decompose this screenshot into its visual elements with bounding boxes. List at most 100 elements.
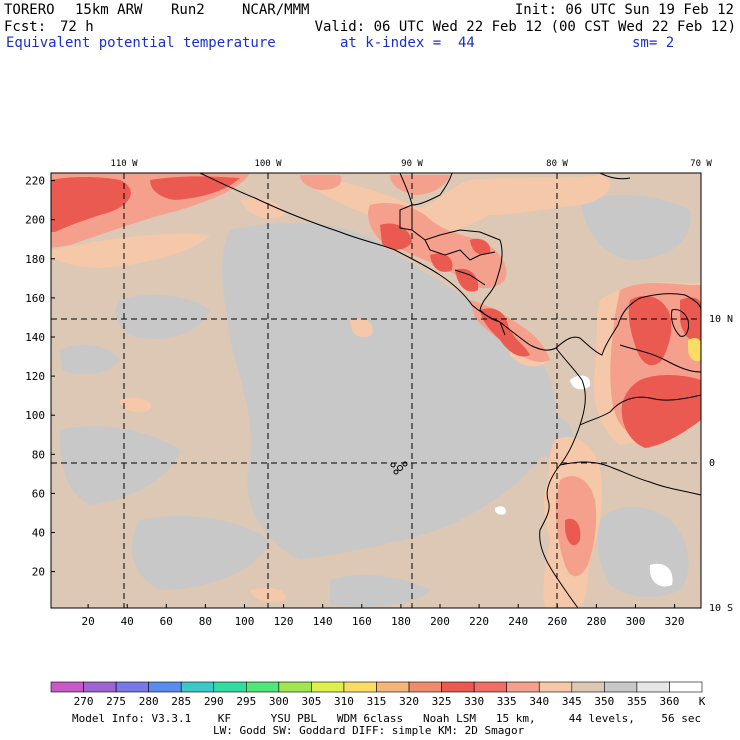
smoothing-info: sm= 2: [632, 35, 675, 51]
colorbar-swatch: [311, 681, 345, 693]
level-info: at k-index = 44: [340, 35, 475, 51]
y-index-label: 100: [25, 409, 45, 422]
x-index-label: 120: [274, 615, 294, 628]
x-index-labels: 20 40 60 80 100 120 140 160 180 200 220 240 260 280 30…: [81, 615, 684, 628]
x-index-label: 300: [626, 615, 646, 628]
field-325-335: [51, 176, 701, 546]
colorbar-swatch: [538, 681, 573, 693]
x-index-label: 260: [547, 615, 567, 628]
colorbar-swatch: [408, 681, 442, 693]
axis-ticks: [51, 180, 676, 608]
colorbar-swatch: [115, 681, 149, 693]
y-index-label: 40: [32, 527, 45, 540]
y-index-label: 160: [25, 292, 45, 305]
x-index-label: 220: [469, 615, 489, 628]
coastlines: [199, 173, 701, 608]
lon-label-90w: 90 W: [401, 159, 423, 169]
run-name: Run2: [171, 2, 205, 18]
colorbar-label: 310: [334, 695, 354, 708]
colorbar-swatch: [148, 681, 182, 693]
lon-label-100w: 100 W: [254, 159, 282, 169]
x-index-label: 40: [121, 615, 134, 628]
init-time: Init: 06 UTC Sun 19 Feb 12: [514, 2, 734, 18]
x-index-label: 240: [508, 615, 528, 628]
colorbar-label: 290: [204, 695, 224, 708]
y-index-label: 120: [25, 370, 45, 383]
colorbar-label: 300: [269, 695, 289, 708]
y-index-label: 180: [25, 253, 45, 266]
colorbar-label: 285: [171, 695, 191, 708]
lat-label-10s: 10 S: [709, 603, 733, 614]
lon-label-110w: 110 W: [110, 159, 138, 169]
y-index-label: 60: [32, 487, 45, 500]
colorbar-label: 270: [74, 695, 94, 708]
colorbar-label: 355: [627, 695, 647, 708]
forecast-label: Fcst:: [4, 19, 47, 35]
y-index-label: 20: [32, 566, 45, 579]
colorbar-label: 315: [367, 695, 387, 708]
colorbar-swatch: [180, 681, 215, 693]
colorbar-swatch: [669, 681, 703, 693]
colorbar-label: 330: [464, 695, 484, 708]
x-index-label: 200: [430, 615, 450, 628]
x-index-label: 280: [586, 615, 606, 628]
forecast-hours: 72 h: [60, 19, 94, 35]
x-index-label: 180: [391, 615, 411, 628]
colorbar-labels: 270 275 280 285 290 295 300 305 310 315 320 325 330 3…: [74, 695, 680, 708]
colorbar-swatch: [213, 681, 247, 693]
colorbar-label: 335: [497, 695, 517, 708]
field-name: Equivalent potential temperature: [6, 35, 276, 51]
colorbar-label: 350: [594, 695, 614, 708]
lat-label-10n: 10 N: [709, 314, 733, 325]
model-info-line2: LW: Godd SW: Goddard DIFF: simple KM: 2D…: [213, 724, 525, 737]
latlon-grid: [51, 173, 701, 608]
x-index-label: 80: [199, 615, 212, 628]
colorbar-label: 275: [106, 695, 126, 708]
y-index-label: 140: [25, 331, 45, 344]
colorbar-swatch: [376, 681, 410, 693]
x-index-label: 160: [352, 615, 372, 628]
colorbar-unit: K: [699, 695, 706, 708]
x-index-label: 60: [160, 615, 173, 628]
colorbar-swatch: [506, 681, 540, 693]
colorbar-label: 305: [301, 695, 321, 708]
colorbar-swatch: [83, 681, 117, 693]
colorbar: [50, 681, 703, 693]
colorbar-swatch: [246, 681, 280, 693]
colorbar-swatch: [636, 681, 670, 693]
x-index-label: 100: [235, 615, 255, 628]
x-index-label: 140: [313, 615, 333, 628]
lon-label-70w: 70 W: [690, 159, 712, 169]
organization: NCAR/MMM: [242, 2, 310, 18]
y-index-label: 220: [25, 175, 45, 188]
colorbar-label: 325: [432, 695, 452, 708]
lon-label-80w: 80 W: [546, 159, 568, 169]
model-info-line1: Model Info: V3.3.1 KF YSU PBL WDM 6class…: [72, 712, 702, 725]
y-index-label: 200: [25, 214, 45, 227]
plot-frame: [50, 172, 702, 609]
field-315-320: [688, 337, 701, 362]
colorbar-swatch: [571, 681, 605, 693]
colorbar-label: 280: [139, 695, 159, 708]
model-resolution: 15km ARW: [75, 2, 143, 18]
colorbar-label: 295: [236, 695, 256, 708]
valid-time: Valid: 06 UTC Wed 22 Feb 12 (00 CST Wed …: [314, 19, 736, 35]
colorbar-swatch: [278, 681, 312, 693]
colorbar-swatch: [604, 681, 638, 693]
colorbar-swatch: [343, 681, 377, 693]
lat-label-equator: 0: [709, 458, 715, 469]
y-index-label: 80: [32, 448, 45, 461]
x-index-label: 320: [665, 615, 685, 628]
x-index-label: 20: [81, 615, 94, 628]
colorbar-label: 340: [529, 695, 549, 708]
colorbar-swatch: [473, 681, 507, 693]
colorbar-label: 360: [660, 695, 680, 708]
y-index-labels: 220 200 180 160 140 120 100 80 60 40 20: [25, 175, 45, 579]
colorbar-swatch: [50, 681, 84, 693]
model-name: TORERO: [4, 2, 55, 18]
colorbar-label: 345: [562, 695, 582, 708]
colorbar-swatch: [441, 681, 475, 693]
shaded-field: [51, 173, 701, 608]
field-above-360: [494, 375, 673, 587]
